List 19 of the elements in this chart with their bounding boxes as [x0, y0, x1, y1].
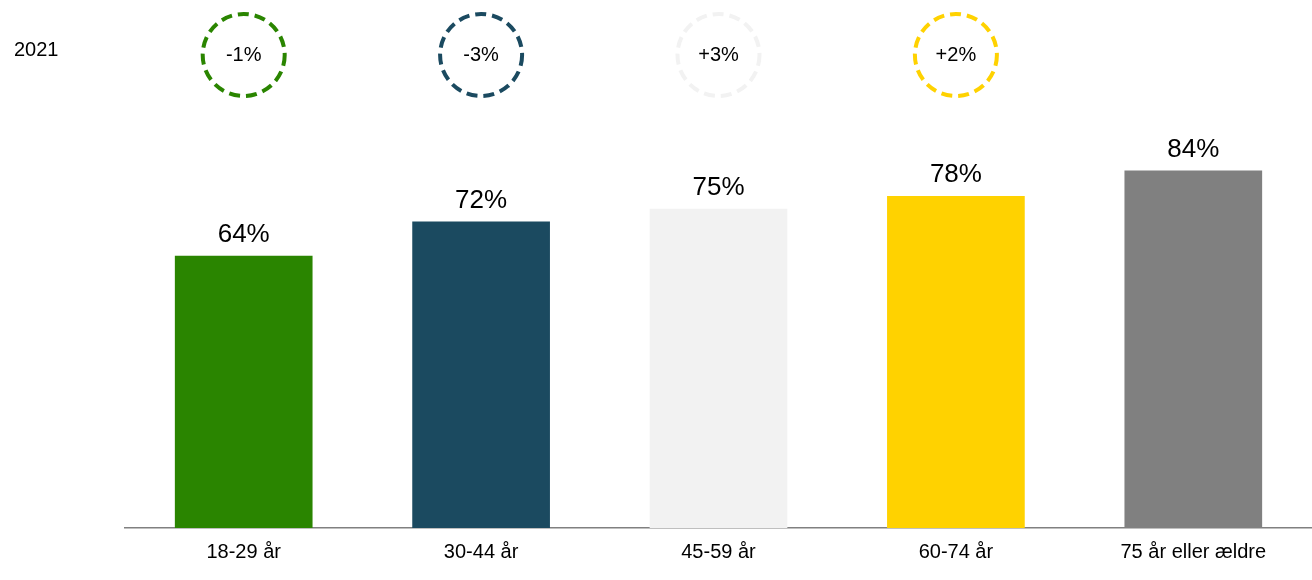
data-label: 78% [929, 158, 982, 189]
bar [412, 221, 550, 528]
text: 2021 [14, 37, 59, 60]
data-label: 75% [692, 171, 745, 202]
data-label: 72% [455, 183, 508, 214]
x-tick-label: 30-44 år [443, 539, 519, 562]
text: +2% [935, 42, 977, 65]
x-tick-label: 45-59 år [681, 539, 757, 562]
x-tick-label: 18-29 år [206, 539, 282, 562]
data-label: 64% [217, 217, 270, 248]
x-tick-label: 60-74 år [918, 539, 994, 562]
text: -1% [225, 42, 262, 65]
data-label: 84% [1167, 132, 1220, 163]
x-tick-label: 75 år eller ældre [1120, 539, 1267, 562]
text: +3% [698, 42, 740, 65]
bar [887, 196, 1025, 528]
text: -3% [463, 42, 500, 65]
bar [174, 255, 313, 528]
bar [649, 208, 788, 528]
